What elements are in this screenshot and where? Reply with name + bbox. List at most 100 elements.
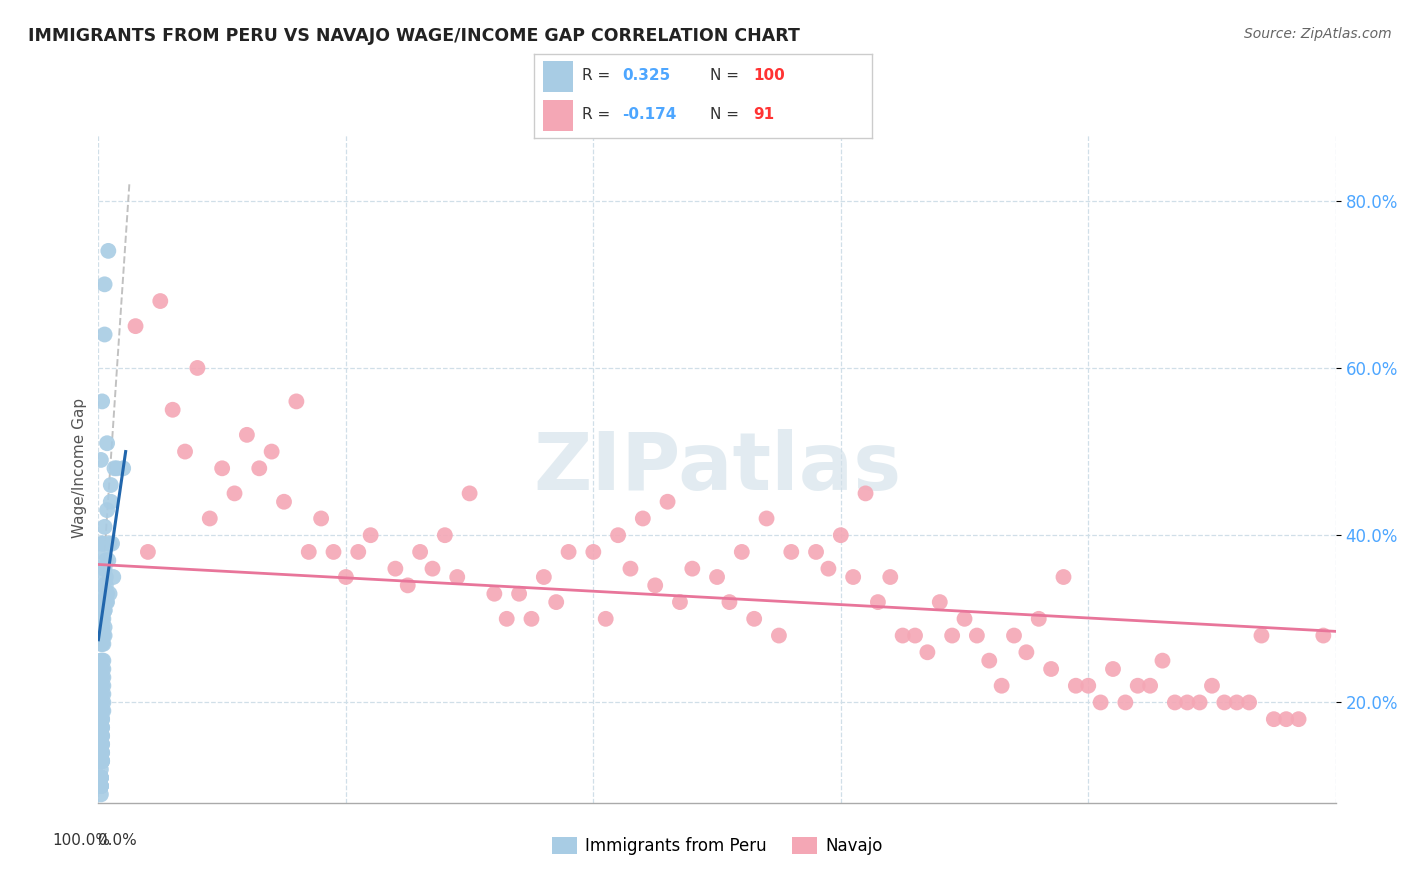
Point: [93, 662, 115, 676]
Point: [768, 628, 790, 642]
Point: [484, 587, 506, 601]
Point: [1237, 696, 1260, 710]
Point: [718, 595, 741, 609]
Point: [384, 562, 406, 576]
Point: [322, 545, 344, 559]
Point: [979, 654, 1001, 668]
Point: [1263, 712, 1285, 726]
Point: [100, 478, 122, 492]
Point: [1152, 654, 1174, 668]
Point: [1139, 679, 1161, 693]
Point: [1040, 662, 1063, 676]
Point: [90, 696, 112, 710]
Point: [90, 779, 112, 793]
Point: [93, 603, 115, 617]
Point: [93, 327, 115, 342]
Point: [124, 319, 146, 334]
Point: [1064, 679, 1087, 693]
Text: 91: 91: [754, 107, 775, 122]
Point: [1226, 696, 1249, 710]
Point: [90, 779, 112, 793]
Point: [96, 436, 118, 450]
Point: [360, 528, 382, 542]
Point: [186, 361, 208, 376]
Point: [817, 562, 839, 576]
Point: [90, 453, 112, 467]
Point: [93, 620, 115, 634]
Point: [90, 721, 112, 735]
Point: [446, 570, 468, 584]
Point: [103, 570, 125, 584]
Point: [93, 520, 115, 534]
Point: [90, 687, 112, 701]
Point: [422, 562, 444, 576]
Point: [198, 511, 221, 525]
Point: [681, 562, 703, 576]
Point: [91, 754, 114, 768]
Point: [90, 779, 112, 793]
Point: [953, 612, 976, 626]
Point: [94, 553, 117, 567]
Point: [91, 737, 114, 751]
Point: [1275, 712, 1298, 726]
Text: R =: R =: [582, 68, 614, 83]
Point: [91, 721, 114, 735]
Text: R =: R =: [582, 107, 614, 122]
Point: [1102, 662, 1125, 676]
Point: [917, 645, 939, 659]
Point: [90, 729, 112, 743]
Point: [91, 729, 114, 743]
Point: [273, 494, 295, 508]
Point: [298, 545, 321, 559]
Point: [93, 277, 115, 292]
Point: [285, 394, 308, 409]
Point: [90, 712, 112, 726]
Point: [93, 670, 115, 684]
Point: [93, 704, 115, 718]
Y-axis label: Wage/Income Gap: Wage/Income Gap: [72, 398, 87, 539]
Point: [90, 788, 112, 802]
Point: [91, 721, 114, 735]
Point: [91, 545, 114, 559]
Point: [90, 779, 112, 793]
Point: [644, 578, 666, 592]
Point: [91, 712, 114, 726]
Point: [91, 670, 114, 684]
Point: [595, 612, 617, 626]
Point: [91, 662, 114, 676]
Point: [162, 402, 184, 417]
Point: [90, 679, 112, 693]
Point: [780, 545, 803, 559]
Point: [90, 771, 112, 785]
Point: [1213, 696, 1236, 710]
Point: [91, 696, 114, 710]
Point: [93, 562, 115, 576]
Point: [396, 578, 419, 592]
Point: [433, 528, 456, 542]
Point: [93, 654, 115, 668]
Point: [966, 628, 988, 642]
Point: [990, 679, 1012, 693]
Point: [90, 746, 112, 760]
Legend: Immigrants from Peru, Navajo: Immigrants from Peru, Navajo: [546, 830, 889, 862]
Point: [309, 511, 332, 525]
Point: [94, 595, 117, 609]
Point: [1188, 696, 1211, 710]
Point: [91, 704, 114, 718]
Point: [211, 461, 233, 475]
Point: [669, 595, 692, 609]
Point: [91, 754, 114, 768]
Point: [904, 628, 927, 642]
Point: [631, 511, 654, 525]
Point: [755, 511, 778, 525]
Point: [90, 771, 112, 785]
Point: [546, 595, 568, 609]
Point: [731, 545, 754, 559]
Point: [105, 461, 128, 475]
Point: [91, 620, 114, 634]
Point: [91, 687, 114, 701]
Point: [1175, 696, 1198, 710]
Point: [91, 679, 114, 693]
Point: [619, 562, 641, 576]
Point: [1126, 679, 1149, 693]
